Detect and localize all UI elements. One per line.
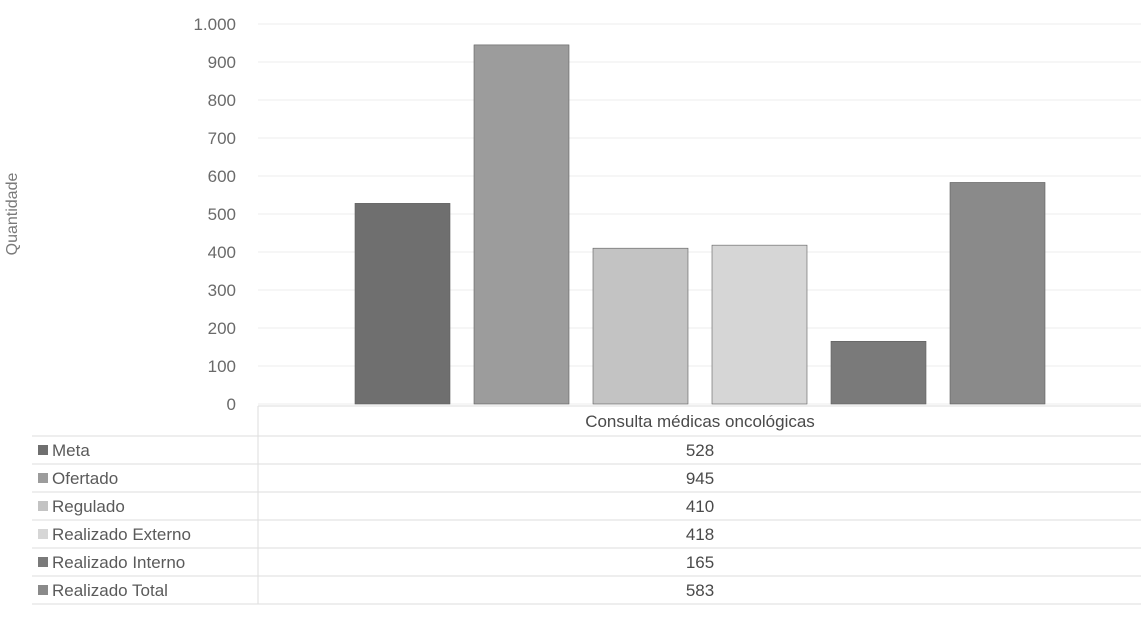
series-label: Ofertado	[52, 469, 118, 488]
y-tick-label: 600	[208, 167, 236, 186]
series-label: Realizado Interno	[52, 553, 185, 572]
bar-realizado-externo	[711, 244, 808, 405]
bar-ofertado	[473, 44, 570, 405]
series-label: Meta	[52, 441, 90, 460]
y-tick-label: 0	[227, 395, 236, 414]
series-label: Regulado	[52, 497, 125, 516]
y-tick-label: 900	[208, 53, 236, 72]
series-value: 583	[686, 581, 714, 600]
legend-swatch	[38, 557, 48, 567]
series-value: 418	[686, 525, 714, 544]
legend-swatch	[38, 473, 48, 483]
y-tick-label: 400	[208, 243, 236, 262]
y-tick-label: 300	[208, 281, 236, 300]
y-tick-label: 1.000	[193, 15, 236, 34]
bars	[354, 44, 1046, 405]
bar-realizado-total	[949, 182, 1046, 405]
legend-swatch	[38, 529, 48, 539]
series-label: Realizado Externo	[52, 525, 191, 544]
data-table: Consulta médicas oncológicas Meta 528 Ofert…	[32, 405, 1141, 605]
y-tick-label: 800	[208, 91, 236, 110]
bar-meta	[354, 203, 451, 405]
y-tick-label: 100	[208, 357, 236, 376]
legend-swatch	[38, 501, 48, 511]
series-value: 945	[686, 469, 714, 488]
series-value: 528	[686, 441, 714, 460]
legend-swatch	[38, 585, 48, 595]
bar-realizado-interno	[830, 340, 927, 405]
category-label: Consulta médicas oncológicas	[585, 412, 815, 431]
series-value: 410	[686, 497, 714, 516]
legend-swatch	[38, 445, 48, 455]
y-tick-label: 700	[208, 129, 236, 148]
series-value: 165	[686, 553, 714, 572]
y-axis-title: Quantidade	[4, 173, 21, 256]
bar-regulado	[592, 247, 689, 405]
y-axis-ticks: 0 100 200 300 400 500 600 700 800 900 1.000	[193, 15, 236, 414]
y-tick-label: 500	[208, 205, 236, 224]
series-label: Realizado Total	[52, 581, 168, 600]
y-tick-label: 200	[208, 319, 236, 338]
